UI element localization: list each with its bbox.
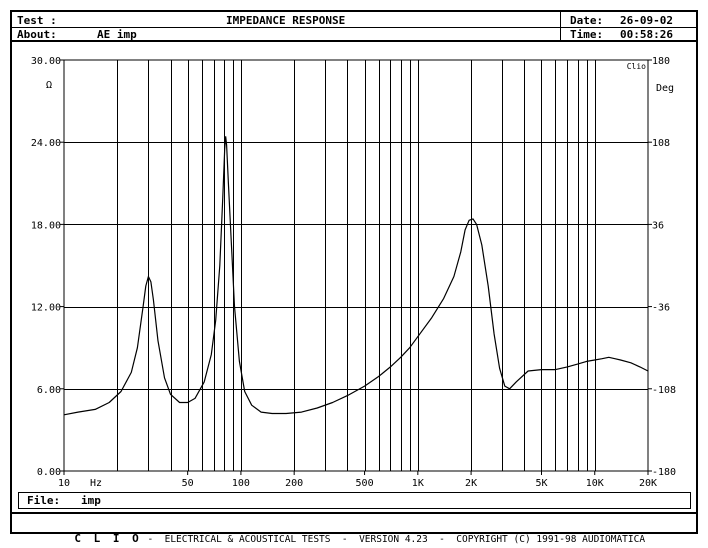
about-label: About: bbox=[17, 28, 57, 41]
x-tick-label: 200 bbox=[285, 478, 303, 489]
x-tick-label: 100 bbox=[232, 478, 250, 489]
chart-ticks: 0.00 6.00 12.00 18.00 24.00 30.00 -180 -108 -36 3… bbox=[31, 56, 676, 489]
date-value: 26-09-02 bbox=[620, 14, 673, 27]
x-tick-label: 500 bbox=[356, 478, 374, 489]
chart-series bbox=[63, 136, 649, 416]
footer-brand: C L I O bbox=[74, 532, 142, 545]
footer-text: - ELECTRICAL & ACOUSTICAL TESTS - VERSIO… bbox=[141, 534, 646, 545]
y-axis-label: Ω bbox=[46, 80, 52, 91]
x-tick-label: 10 bbox=[58, 478, 70, 489]
impedance-curve bbox=[63, 136, 649, 416]
corner-label: Clio bbox=[627, 62, 646, 71]
header-divider bbox=[10, 27, 698, 28]
x-axis-label: Hz bbox=[90, 478, 102, 489]
y-tick-label: 24.00 bbox=[31, 138, 61, 149]
about-value: AE imp bbox=[97, 28, 137, 41]
file-label: File: bbox=[27, 494, 61, 507]
test-label: Test : bbox=[17, 14, 57, 27]
x-tick-label: 20K bbox=[639, 478, 657, 489]
file-bar: File: imp bbox=[18, 492, 691, 509]
time-value: 00:58:26 bbox=[620, 28, 673, 41]
footer-bar: C L I O - ELECTRICAL & ACOUSTICAL TESTS … bbox=[10, 513, 698, 545]
y2-tick-label: -108 bbox=[652, 385, 676, 396]
footer-divider bbox=[10, 512, 698, 514]
chart-grid bbox=[63, 59, 649, 472]
y-tick-label: 18.00 bbox=[31, 220, 61, 231]
y2-tick-label: -36 bbox=[652, 303, 670, 314]
time-label: Time: bbox=[570, 28, 604, 41]
chart-title: IMPEDANCE RESPONSE bbox=[226, 14, 346, 27]
x-tick-label: 50 bbox=[182, 478, 194, 489]
x-tick-label: 10K bbox=[586, 478, 604, 489]
date-label: Date: bbox=[570, 14, 604, 27]
x-tick-label: 1K bbox=[412, 478, 424, 489]
header-bottom-border bbox=[10, 40, 698, 42]
y-tick-label: 12.00 bbox=[31, 303, 61, 314]
y2-tick-label: 108 bbox=[652, 138, 670, 149]
y-tick-label: 30.00 bbox=[31, 56, 61, 67]
y2-axis-label: Deg bbox=[656, 83, 674, 94]
plot-window bbox=[10, 10, 698, 534]
y2-tick-label: 36 bbox=[652, 220, 664, 231]
y2-tick-label: -180 bbox=[652, 467, 676, 478]
y-tick-label: 0.00 bbox=[37, 467, 61, 478]
header-right-divider bbox=[560, 10, 561, 41]
x-tick-label: 2K bbox=[465, 478, 477, 489]
y-tick-label: 6.00 bbox=[37, 385, 61, 396]
plot-border bbox=[63, 59, 649, 472]
x-tick-label: 5K bbox=[535, 478, 547, 489]
y2-tick-label: 180 bbox=[652, 56, 670, 67]
file-value: imp bbox=[81, 494, 101, 507]
